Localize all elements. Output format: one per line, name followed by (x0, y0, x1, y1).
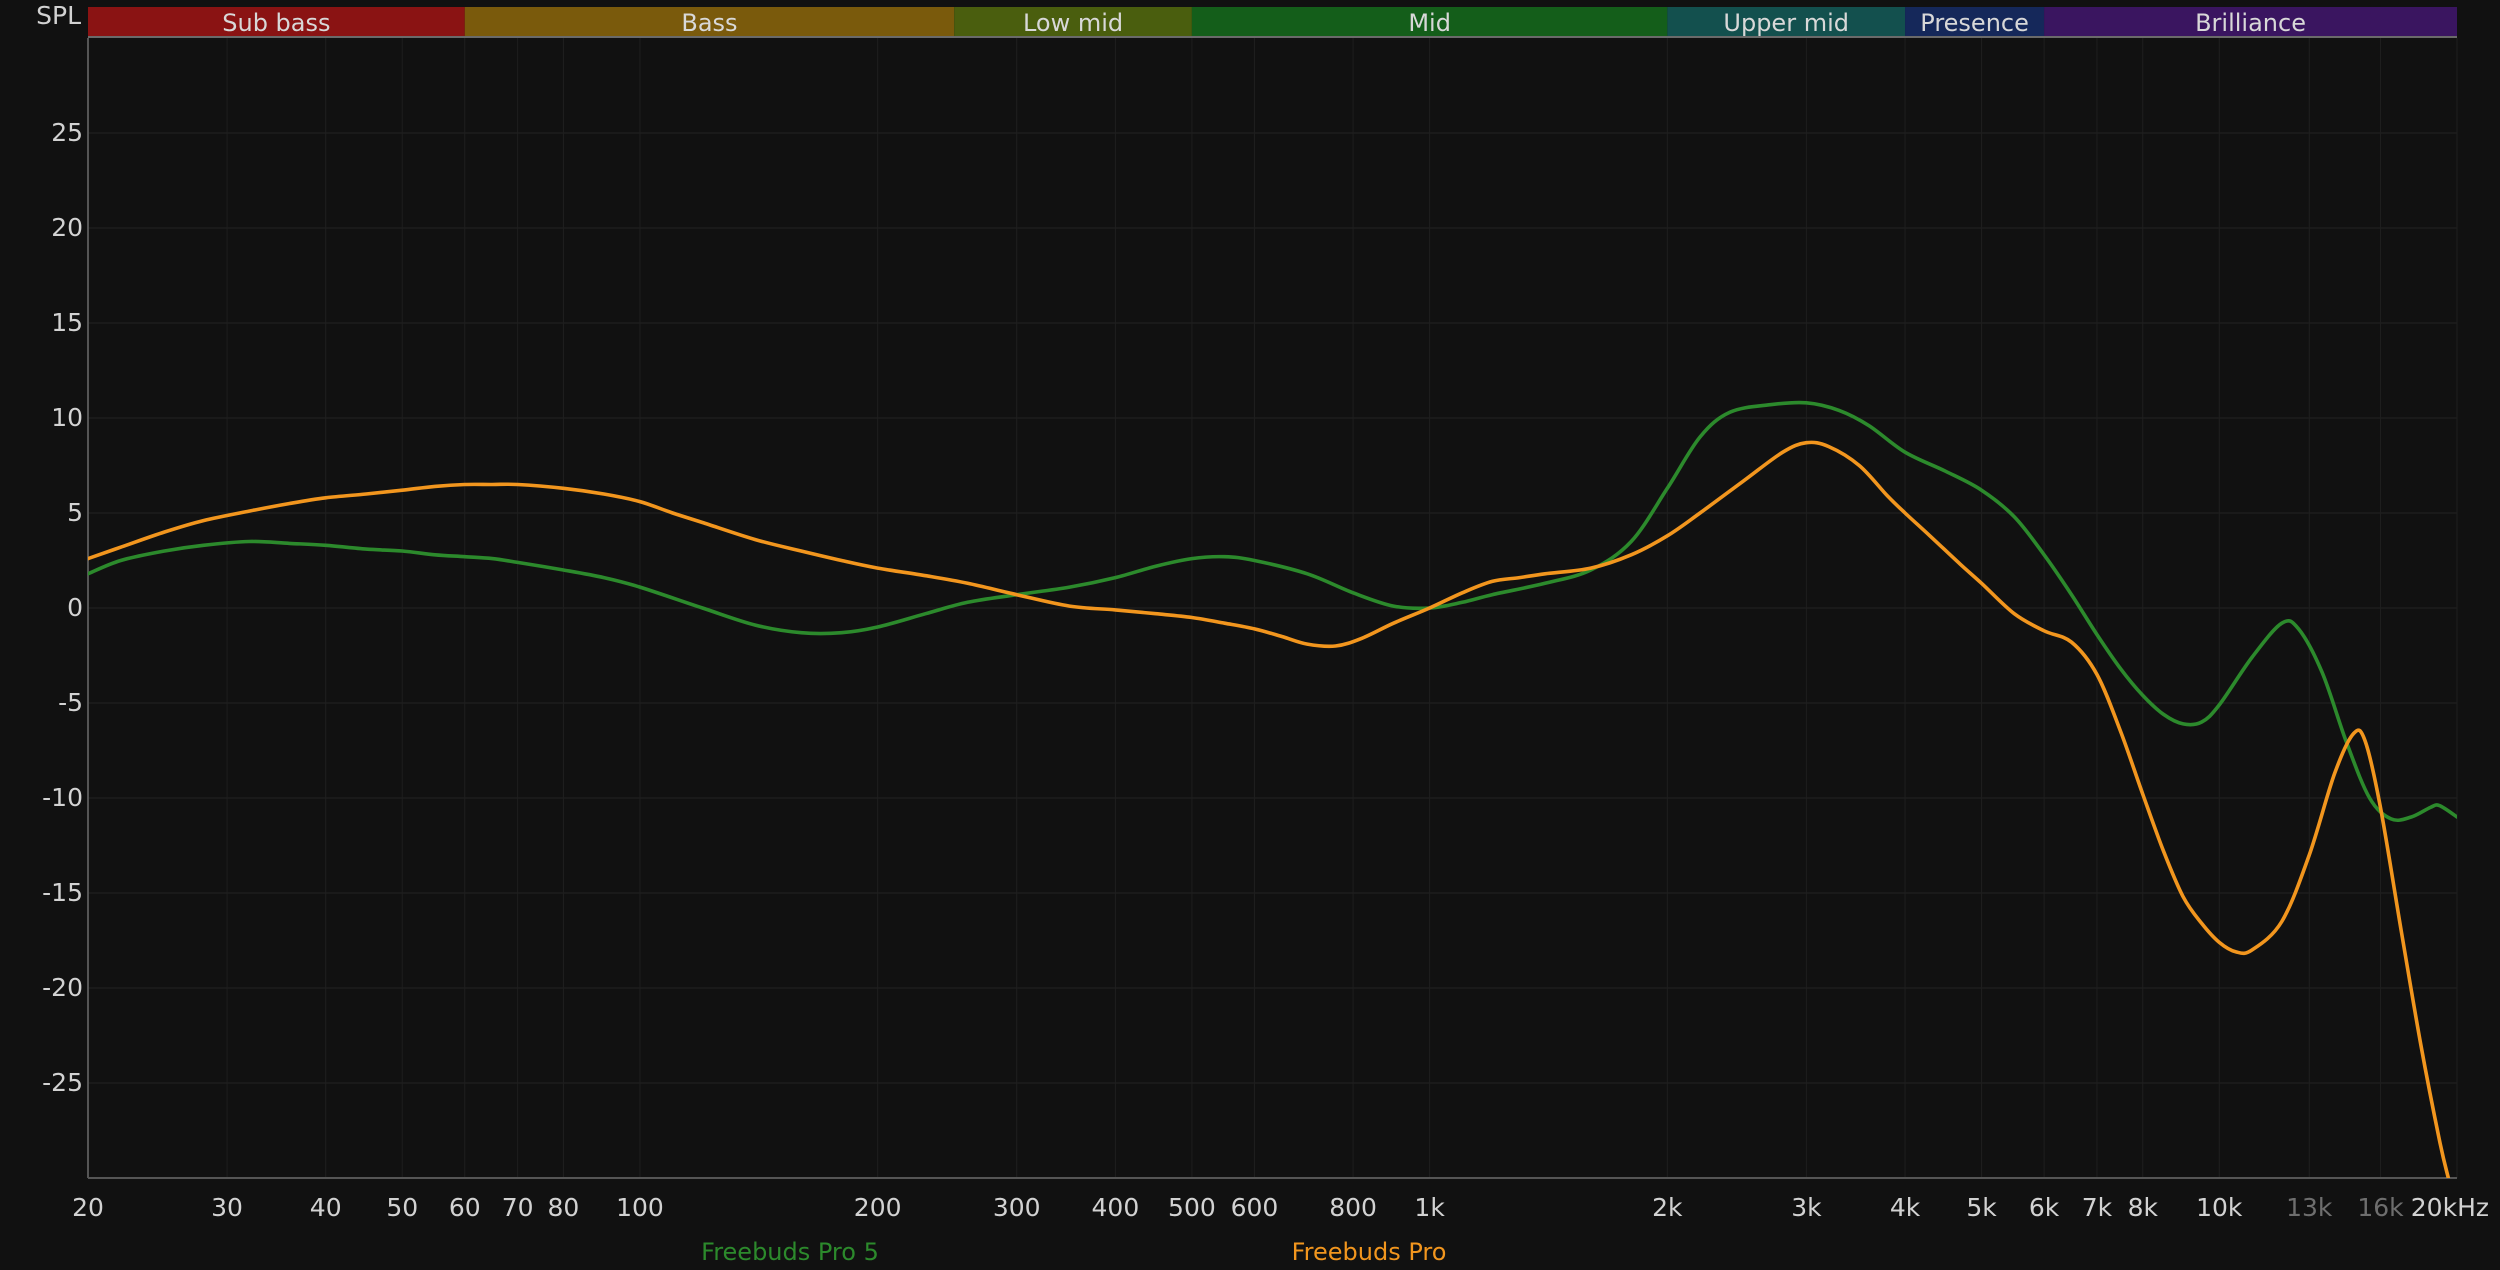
band-brilliance (2044, 7, 2457, 36)
band-label-low-mid: Low mid (1023, 9, 1123, 37)
band-label-sub-bass: Sub bass (222, 9, 330, 37)
x-tick-label: 16k (2357, 1193, 2404, 1222)
x-tick-label: 100 (616, 1193, 664, 1222)
x-tick-label: 4k (1890, 1193, 1921, 1222)
series-line-freebuds-pro-5 (88, 400, 2457, 823)
y-tick-label: 15 (51, 308, 83, 337)
x-tick-label: 10k (2196, 1193, 2243, 1222)
series-line-freebuds-pro (88, 440, 2451, 1178)
x-tick-label: 30 (211, 1193, 243, 1222)
x-tick-label: 5k (1966, 1193, 1997, 1222)
x-tick-label: 200 (854, 1193, 902, 1222)
x-tick-label: 600 (1231, 1193, 1279, 1222)
band-mid (1191, 7, 1668, 36)
x-tick-label: 70 (502, 1193, 534, 1222)
x-tick-label: 8k (2128, 1193, 2159, 1222)
y-tick-label: 25 (51, 118, 83, 147)
x-tick-label: 7k (2082, 1193, 2113, 1222)
legend-item-freebuds-pro-5: Freebuds Pro 5 (701, 1238, 879, 1266)
y-tick-label: 5 (67, 498, 83, 527)
y-tick-label: -15 (42, 878, 83, 907)
x-tick-label: 50 (386, 1193, 418, 1222)
band-label-upper-mid: Upper mid (1723, 9, 1849, 37)
y-tick-label: 0 (67, 593, 83, 622)
band-label-mid: Mid (1408, 9, 1451, 37)
x-tick-label: 800 (1329, 1193, 1377, 1222)
x-tick-label: 80 (548, 1193, 580, 1222)
y-axis-label: SPL (36, 1, 81, 30)
x-tick-label: 2k (1652, 1193, 1683, 1222)
x-tick-label: 1k (1414, 1193, 1445, 1222)
frequency-band-bar: Sub bass Bass Low mid Mid Upper mid Presence B… (88, 7, 2457, 38)
grid-lines (87, 38, 2458, 1178)
x-tick-label: 300 (993, 1193, 1041, 1222)
axes (87, 38, 2457, 1179)
band-bass (464, 7, 955, 36)
x-tick-label: 20 (72, 1193, 104, 1222)
band-label-bass: Bass (681, 9, 737, 37)
x-tick-label: 20kHz (2411, 1193, 2489, 1222)
x-tick-label: 40 (310, 1193, 342, 1222)
x-tick-label: 60 (449, 1193, 481, 1222)
x-tick-labels: 20 30 40 50 60 70 80 100 200 300 400 500 600 800 1k 2k 3… (72, 1193, 2489, 1222)
y-tick-label: 10 (51, 403, 83, 432)
legend-item-freebuds-pro: Freebuds Pro (1292, 1238, 1447, 1266)
y-tick-label: -5 (58, 688, 83, 717)
x-tick-label: 13k (2286, 1193, 2333, 1222)
series-lines (88, 400, 2457, 1178)
y-tick-label: -25 (42, 1068, 83, 1097)
y-tick-label: -10 (42, 783, 83, 812)
band-sub-bass (88, 7, 465, 36)
band-bar-underline (88, 36, 2457, 38)
x-tick-label: 3k (1791, 1193, 1822, 1222)
band-label-brilliance: Brilliance (2195, 9, 2306, 37)
band-presence (1905, 7, 2045, 36)
band-upper-mid (1667, 7, 1906, 36)
x-tick-label: 6k (2029, 1193, 2060, 1222)
x-tick-label: 400 (1092, 1193, 1140, 1222)
x-tick-label: 500 (1168, 1193, 1216, 1222)
y-tick-labels: 25 20 15 10 5 0 -5 -10 -15 -20 -25 (42, 118, 83, 1097)
y-tick-label: -20 (42, 973, 83, 1002)
legend: Freebuds Pro 5 Freebuds Pro (701, 1238, 1446, 1266)
band-label-presence: Presence (1920, 9, 2029, 37)
band-low-mid (954, 7, 1192, 36)
y-tick-label: 20 (51, 213, 83, 242)
